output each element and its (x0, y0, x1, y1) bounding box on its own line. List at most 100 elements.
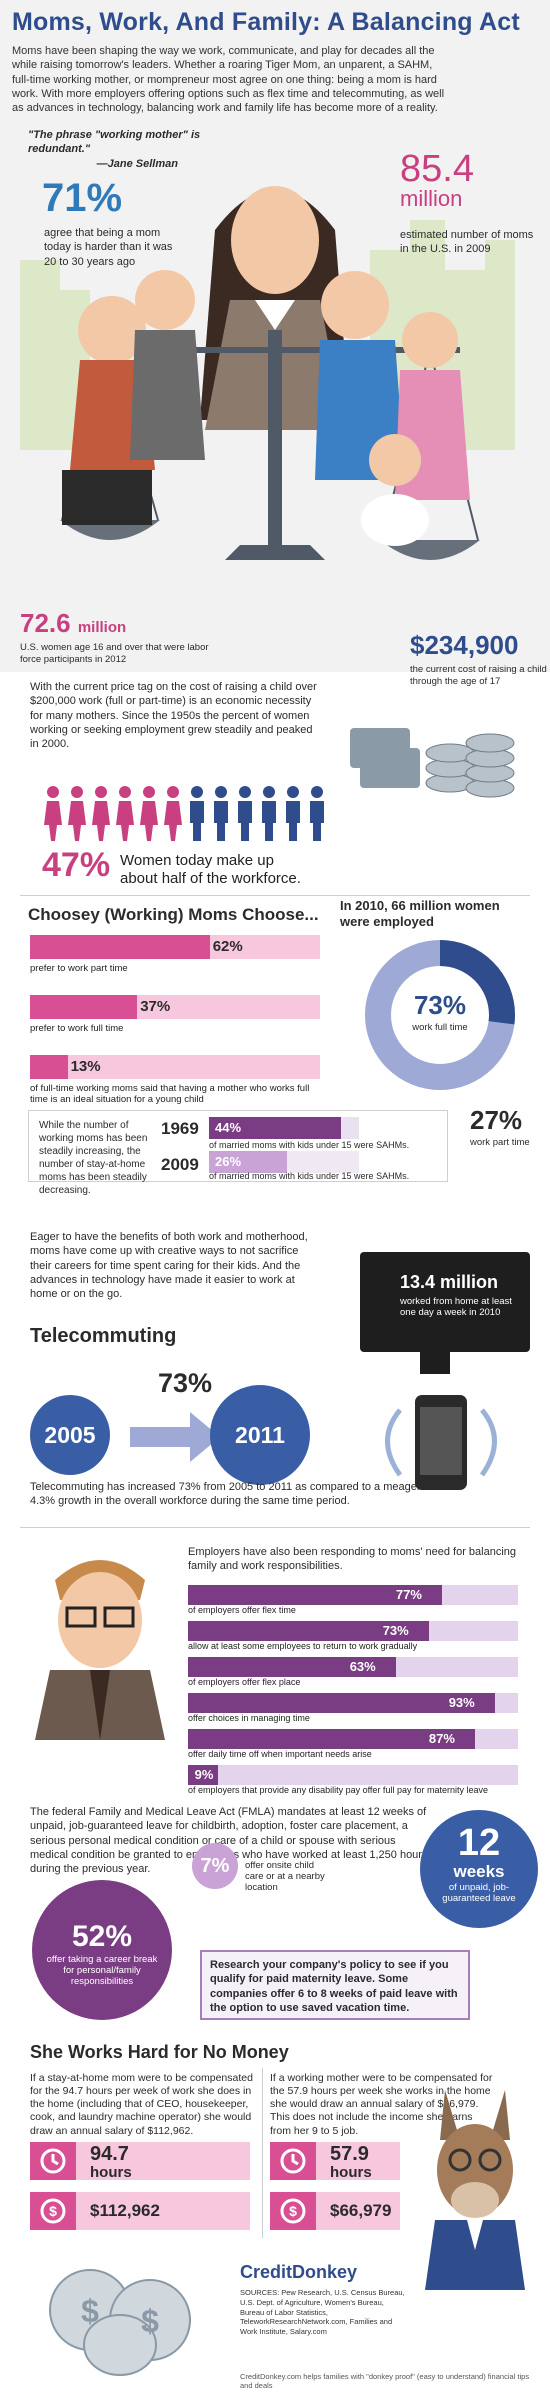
woman-icon (92, 786, 110, 841)
monitor-illustration (360, 1252, 530, 1352)
employer-bar-bg: 63% (188, 1657, 518, 1677)
choosey-row: 62% prefer to work part time (30, 935, 320, 995)
clock-icon (30, 2142, 76, 2180)
telecommute-growth: 73% (158, 1368, 213, 1398)
employer-bar-fill (188, 1729, 476, 1749)
divider (262, 2068, 263, 2238)
employer-bar-label: of employers offer flex place (188, 1677, 301, 1687)
choosey-bar-value: 37% (140, 998, 171, 1015)
fmla-text: The federal Family and Medical Leave Act… (30, 1806, 428, 1876)
telecommuting-heading: Telecommuting (30, 1325, 177, 1347)
cost-text: With the current price tag on the cost o… (30, 681, 317, 751)
employer-bar-label: offer daily time off when important need… (188, 1749, 372, 1759)
employer-bar-label: allow at least some employees to return … (188, 1641, 418, 1651)
child-care-value: 7% (192, 1843, 238, 1889)
working-hours-value: 57.9 (330, 2143, 369, 2165)
stat-85-4-text: estimated number of moms in the U.S. in … (400, 229, 534, 256)
employer-bar-value: 77% (395, 1587, 422, 1602)
sahm-hours-box: 94.7 hours (30, 2142, 250, 2180)
sahm-bar-value: 44% (215, 1120, 242, 1135)
choosey-bar-value: 13% (70, 1058, 101, 1075)
sahm-bar-bg: 26% (209, 1151, 359, 1173)
quote-author: —Jane Sellman (96, 157, 178, 170)
career-break-value: 52% (71, 1920, 133, 1953)
monitor-stand (420, 1352, 450, 1374)
eager-text: Eager to have the benefits of both work … (30, 1231, 308, 1301)
working-money-box: $ $66,979 (270, 2192, 400, 2230)
quote-text: "The phrase "working mother" is redundan… (28, 129, 201, 156)
weeks-unit: weeks (453, 1862, 505, 1881)
sahm-year: 2009 (161, 1155, 199, 1174)
employer-row: 9% of employers that provide any disabili… (188, 1765, 518, 1801)
choosey-bar-label: of full-time working moms said that havi… (30, 1083, 310, 1105)
man-icon (190, 786, 204, 841)
sahm-text: While the number of working moms has bee… (39, 1120, 148, 1196)
part-time-text: work part time (470, 1137, 530, 1148)
choosey-bar-bg: 13% (30, 1055, 320, 1079)
employer-row: 87% offer daily time off when important n… (188, 1729, 518, 1765)
telecommute-count: 13.4 million (400, 1272, 499, 1292)
employer-bar-bg: 87% (188, 1729, 518, 1749)
employer-bar-fill (188, 1765, 218, 1785)
intro-text: Moms have been shaping the way we work, … (12, 45, 445, 115)
choosey-bars: 62% prefer to work part time 37% prefer … (30, 935, 320, 1115)
employer-bar-fill (188, 1693, 495, 1713)
employer-bar-value: 93% (448, 1695, 475, 1710)
employer-bar-label: offer choices in managing time (188, 1713, 310, 1723)
svg-text:$: $ (141, 2303, 159, 2339)
sahm-salary-text: If a stay-at-home mom were to be compens… (30, 2072, 253, 2137)
sahm-bar-fill (209, 1117, 341, 1139)
career-break-text: offer taking a career break for personal… (46, 1954, 158, 1987)
weeks-text: of unpaid, job-guaranteed leave (442, 1882, 516, 1904)
man-icon (214, 786, 228, 841)
donut-part-time (365, 940, 515, 1090)
employer-bar-value: 63% (349, 1659, 376, 1674)
sources-text: SOURCES: Pew Research, U.S. Census Burea… (240, 2288, 405, 2336)
employer-bar-value: 9% (194, 1767, 214, 1782)
hours-unit: hours (330, 2164, 372, 2181)
year-2005-circle: 2005 (30, 1395, 110, 1475)
employer-bar-value: 73% (382, 1623, 409, 1638)
stat-72-6: 72.6 million (20, 610, 126, 636)
women-percent: 47% (42, 846, 111, 884)
part-time-value: 27% (470, 1105, 523, 1135)
sahm-bar-text: of married moms with kids under 15 were … (209, 1171, 410, 1181)
quote: "The phrase "working mother" is redundan… (28, 128, 228, 171)
employers-heading: Employers have also been responding to m… (188, 1546, 517, 1573)
divider (20, 895, 530, 896)
sahm-hours: 94.7 hours (90, 2144, 132, 2181)
choosey-bar-label: prefer to work part time (30, 963, 128, 974)
working-money-value: $66,979 (330, 2201, 392, 2220)
sahm-bar-fill (209, 1151, 287, 1173)
sahm-hours-value: 94.7 (90, 2143, 129, 2165)
stat-72-6-value: 72.6 (20, 608, 71, 638)
choosey-bar-bg: 62% (30, 935, 320, 959)
choosey-bar-bg: 37% (30, 995, 320, 1019)
choosey-bar-fill (30, 1055, 68, 1079)
employment-donut (365, 940, 515, 1090)
stat-85-4-value: 85.4 (400, 148, 474, 190)
working-hours: 57.9 hours (330, 2144, 372, 2181)
research-callout: Research your company's policy to see if… (200, 1950, 470, 2020)
coins-illustration (350, 728, 515, 798)
employer-bar-label: of employers offer flex time (188, 1605, 296, 1615)
choosey-bar-fill (30, 995, 138, 1019)
dollar-icon: $ (30, 2192, 76, 2230)
employer-row: 63% of employers offer flex place (188, 1657, 518, 1693)
hard-work-heading: She Works Hard for No Money (30, 2042, 289, 2062)
businessman-illustration (35, 1560, 165, 1740)
svg-text:$: $ (289, 2203, 297, 2219)
woman-icon (116, 786, 134, 841)
creditdonkey-logo[interactable]: CreditDonkey (240, 2262, 358, 2282)
career-break-circle: 52% offer taking a career break for pers… (32, 1880, 172, 2020)
stat-71-text: agree that being a mom today is harder t… (44, 227, 173, 268)
stat-72-6-text: U.S. women age 16 and over that were lab… (20, 642, 209, 666)
man-icon (238, 786, 252, 841)
man-icon (310, 786, 324, 841)
hero-illustration (20, 186, 515, 560)
clock-icon (270, 2142, 316, 2180)
employed-heading: In 2010, 66 million women were employed (340, 898, 500, 929)
phone-illustration (385, 1395, 497, 1490)
hours-unit: hours (90, 2164, 132, 2181)
employer-bar-bg: 9% (188, 1765, 518, 1785)
